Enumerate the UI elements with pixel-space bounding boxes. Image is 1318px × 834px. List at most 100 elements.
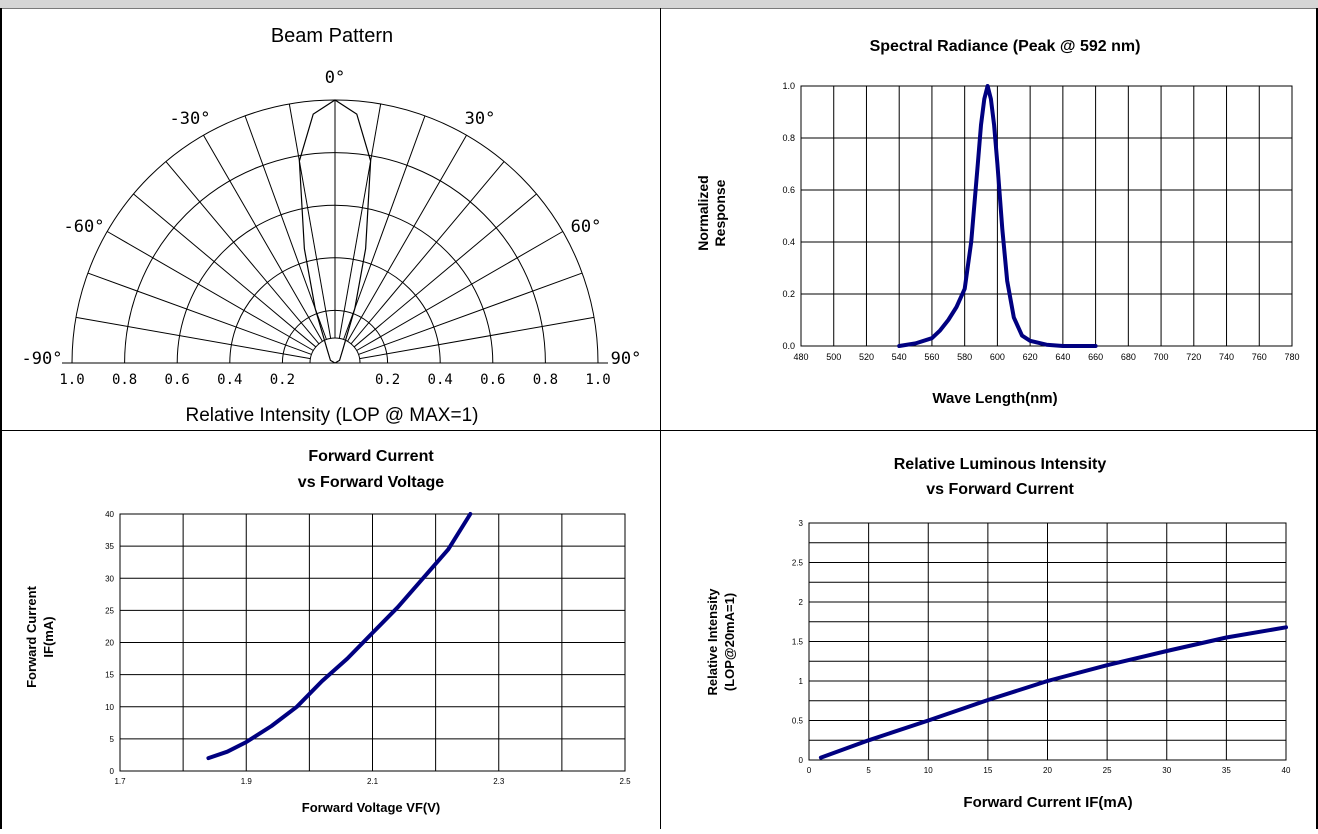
series-line — [821, 627, 1286, 757]
y-axis-label-line2: IF(mA) — [41, 616, 56, 657]
x-tick-label: 25 — [1103, 766, 1112, 775]
radial-tick-label: 0.4 — [428, 372, 453, 388]
radial-tick-label: 0.2 — [375, 372, 400, 388]
y-tick-label: 2.5 — [792, 559, 804, 568]
y-tick-label: 10 — [105, 703, 114, 712]
x-tick-label: 2.1 — [367, 777, 379, 786]
luminous-panel: Relative Luminous Intensity vs Forward C… — [660, 430, 1318, 829]
y-tick-label: 1 — [799, 677, 804, 686]
y-tick-label: 5 — [110, 735, 115, 744]
x-tick-label: 660 — [1088, 352, 1103, 362]
x-tick-label: 640 — [1055, 352, 1070, 362]
angle-label: -60° — [64, 217, 105, 237]
polar-spoke — [134, 194, 316, 347]
radial-tick-label: 0.8 — [533, 372, 558, 388]
y-axis-label: Relative Intensity (LOP@20mA=1) — [705, 588, 737, 696]
y-tick-label: 3 — [799, 519, 804, 528]
x-tick-label: 2.5 — [619, 777, 631, 786]
y-axis-label: Normalized Response — [695, 175, 728, 250]
y-tick-label: 0.2 — [782, 289, 795, 299]
x-tick-label: 680 — [1121, 352, 1136, 362]
y-tick-label: 0 — [799, 756, 804, 765]
y-tick-label: 0.6 — [782, 185, 795, 195]
y-tick-label: 20 — [105, 639, 114, 648]
y-tick-label: 25 — [105, 606, 114, 615]
y-tick-label: 35 — [105, 542, 114, 551]
y-axis-label: Forward Current IF(mA) — [24, 585, 56, 688]
x-tick-label: 500 — [826, 352, 841, 362]
angle-label: -30° — [170, 109, 211, 129]
x-tick-label: 5 — [866, 766, 871, 775]
y-axis-label-line1: Relative Intensity — [705, 588, 720, 696]
x-tick-label: 600 — [990, 352, 1005, 362]
x-tick-label: 740 — [1219, 352, 1234, 362]
radial-tick-label: 1.0 — [585, 372, 610, 388]
x-tick-label: 560 — [924, 352, 939, 362]
radial-tick-label: 0.2 — [270, 372, 295, 388]
x-tick-label: 1.9 — [241, 777, 253, 786]
chart-title: Beam Pattern — [271, 25, 393, 47]
x-tick-label: 15 — [983, 766, 992, 775]
x-tick-label: 700 — [1154, 352, 1169, 362]
y-tick-label: 0.0 — [782, 341, 795, 351]
radial-tick-label: 0.8 — [112, 372, 137, 388]
polar-spoke — [289, 104, 330, 338]
chart-title-line1: Forward Current — [308, 448, 434, 465]
x-tick-label: 480 — [793, 352, 808, 362]
luminous-chart: Relative Luminous Intensity vs Forward C… — [660, 430, 1316, 829]
y-tick-label: 40 — [105, 510, 114, 519]
y-axis-label-line1: Forward Current — [24, 585, 39, 688]
y-tick-label: 1.5 — [792, 638, 804, 647]
angle-label: 0° — [325, 68, 345, 88]
x-tick-label: 620 — [1023, 352, 1038, 362]
chart-title-line2: vs Forward Current — [926, 481, 1074, 498]
x-tick-label: 40 — [1282, 766, 1291, 775]
x-tick-label: 2.3 — [493, 777, 505, 786]
radial-tick-label: 0.6 — [480, 372, 505, 388]
y-tick-label: 1.0 — [782, 81, 795, 91]
angle-label: 90° — [611, 349, 642, 369]
x-axis-label: Relative Intensity (LOP @ MAX=1) — [186, 405, 479, 426]
x-tick-label: 35 — [1222, 766, 1231, 775]
y-tick-label: 2 — [799, 598, 804, 607]
y-tick-label: 0.8 — [782, 133, 795, 143]
series-line — [208, 514, 470, 758]
x-tick-label: 780 — [1284, 352, 1299, 362]
y-tick-label: 0.5 — [792, 717, 804, 726]
y-axis-label-line2: (LOP@20mA=1) — [722, 593, 737, 691]
angle-label: 30° — [465, 109, 496, 129]
radial-tick-label: 1.0 — [59, 372, 84, 388]
polar-spoke — [351, 162, 504, 344]
angle-label: -90° — [22, 349, 63, 369]
x-axis-label: Wave Length(nm) — [932, 390, 1057, 407]
polar-grid — [62, 100, 608, 363]
x-axis-label: Forward Current IF(mA) — [963, 794, 1132, 811]
chart-title-line1: Relative Luminous Intensity — [894, 456, 1107, 473]
angle-label: 60° — [571, 217, 602, 237]
polar-spoke — [76, 317, 310, 358]
polar-spoke — [166, 162, 319, 344]
y-tick-label: 30 — [105, 574, 114, 583]
x-tick-label: 10 — [924, 766, 933, 775]
radial-tick-label: 0.4 — [217, 372, 242, 388]
x-tick-label: 30 — [1162, 766, 1171, 775]
x-tick-label: 580 — [957, 352, 972, 362]
x-tick-label: 540 — [892, 352, 907, 362]
polar-spoke — [360, 317, 594, 358]
x-tick-label: 520 — [859, 352, 874, 362]
plot-frame — [801, 86, 1292, 346]
x-tick-label: 20 — [1043, 766, 1052, 775]
polar-spoke — [339, 104, 380, 338]
radial-tick-label: 0.6 — [165, 372, 190, 388]
y-tick-label: 0 — [110, 767, 115, 776]
polar-spoke — [354, 194, 536, 347]
